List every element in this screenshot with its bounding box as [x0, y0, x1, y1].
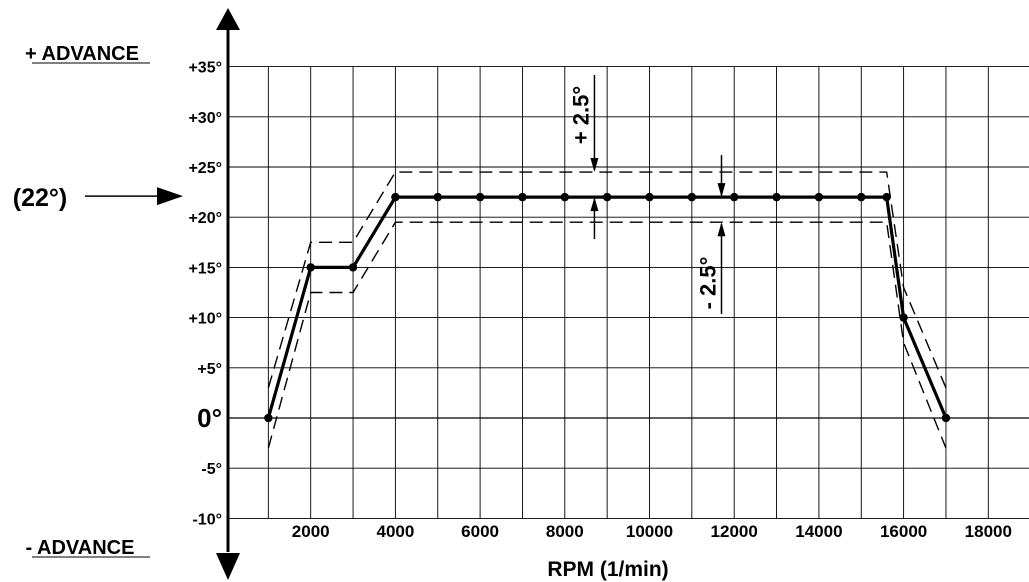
curve-point — [518, 192, 527, 202]
curve-point — [391, 192, 400, 202]
y-tick-label: +20° — [188, 210, 222, 227]
curve-point — [602, 192, 612, 202]
advance-curve — [266, 195, 948, 419]
y-tick-label: +25° — [188, 160, 222, 177]
x-tick-label: 6000 — [461, 522, 499, 541]
curve-point — [348, 263, 358, 272]
advance-curve-line — [266, 195, 948, 419]
plus-tolerance-arrowhead — [590, 158, 599, 173]
x-tick-label: 14000 — [795, 522, 842, 541]
y-tick-label: +30° — [188, 110, 222, 127]
annotations: (22°) + 2.5° - 2.5° — [13, 75, 726, 314]
curve-point — [857, 192, 866, 202]
advance-bottom-label: - ADVANCE — [26, 537, 135, 559]
y-tick-label: +35° — [188, 60, 222, 77]
y-tick-label: +10° — [188, 311, 222, 328]
curve-point — [882, 192, 891, 202]
y-tick-label: +15° — [188, 260, 222, 277]
curve-point — [772, 192, 781, 202]
tick-labels: 2000 4000 6000 8000 10000 12000 14000 16000 1800… — [188, 60, 1011, 541]
minus-tolerance-arrowhead — [717, 222, 726, 237]
curve-point — [475, 192, 485, 202]
minus-tolerance-arrowhead — [717, 183, 726, 198]
curve-point — [730, 192, 739, 202]
curve-point — [899, 313, 908, 322]
y-axis-up-arrowhead — [216, 8, 240, 30]
curve-point — [264, 413, 273, 423]
curve-point — [687, 192, 697, 202]
y-tick-label: -5° — [201, 461, 222, 478]
minus-tolerance-label: - 2.5° — [695, 257, 720, 310]
y-tick-label: -10° — [192, 511, 222, 528]
tolerance-line — [267, 221, 947, 449]
tolerance-line — [267, 171, 947, 389]
x-tick-label: 8000 — [546, 522, 584, 541]
curve-point — [645, 192, 654, 202]
curve-point — [433, 192, 442, 202]
x-tick-label: 10000 — [626, 522, 673, 541]
x-tick-label: 12000 — [711, 522, 758, 541]
reference-22-label: (22°) — [13, 184, 67, 212]
advance-top-label: + ADVANCE — [25, 43, 139, 65]
plus-tolerance-label: + 2.5° — [568, 86, 593, 144]
reference-22-arrowhead — [157, 187, 183, 206]
curve-markers — [264, 192, 951, 423]
x-tick-label: 4000 — [376, 522, 414, 541]
y-axis — [216, 8, 240, 580]
x-tick-label: 16000 — [880, 522, 927, 541]
grid — [228, 66, 1029, 519]
tolerance-band — [267, 171, 947, 449]
plus-tolerance-arrowhead — [590, 197, 599, 212]
curve-point — [941, 413, 951, 423]
y-tick-label: +5° — [197, 361, 222, 378]
x-tick-label: 2000 — [292, 522, 330, 541]
y-tick-label: 0° — [197, 403, 222, 433]
x-tick-label: 18000 — [965, 522, 1012, 541]
x-axis-title: RPM (1/min) — [547, 558, 668, 581]
curve-point — [306, 263, 315, 272]
y-axis-down-arrowhead — [216, 553, 240, 580]
curve-point — [814, 192, 824, 202]
curve-point — [560, 192, 569, 202]
